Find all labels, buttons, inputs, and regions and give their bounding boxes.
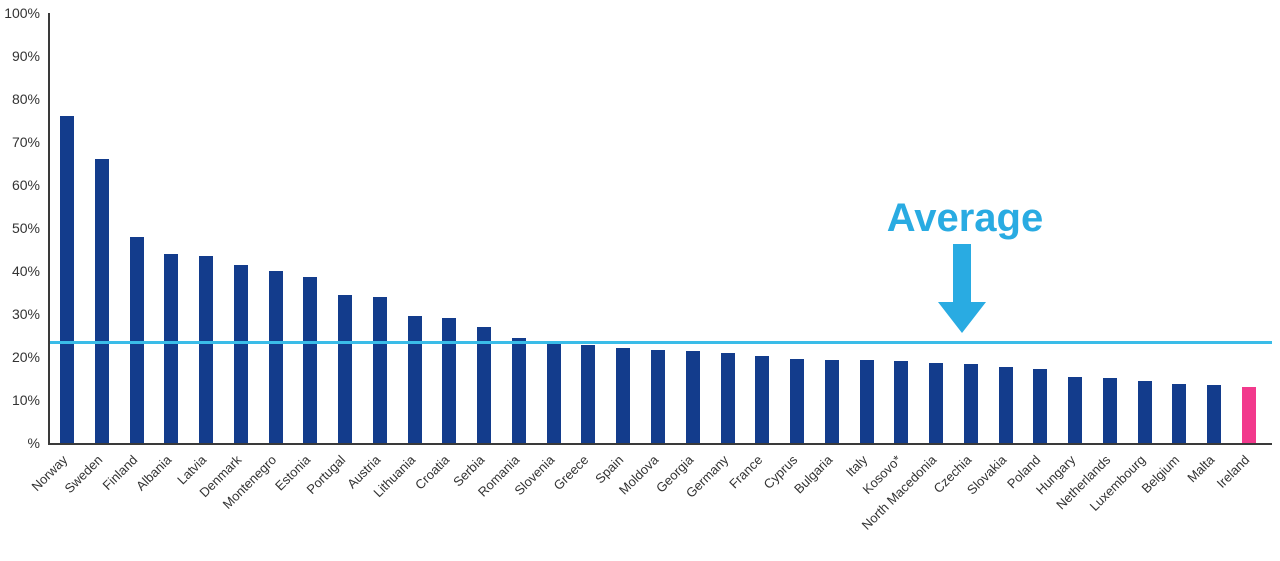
- y-axis-tick-label: 80%: [11, 91, 40, 107]
- bar-austria: [372, 296, 387, 443]
- y-axis-tick-label: 70%: [11, 134, 40, 150]
- bar-poland: [1033, 369, 1048, 443]
- bar-north-macedonia: [929, 362, 944, 443]
- average-line: [50, 340, 1272, 344]
- bar-albania: [164, 253, 179, 443]
- bar-latvia: [199, 255, 214, 443]
- bar-france: [755, 355, 770, 443]
- bar-estonia: [303, 277, 318, 443]
- bar-denmark: [233, 264, 248, 443]
- bar-serbia: [477, 326, 492, 443]
- bar-sweden: [94, 159, 109, 443]
- bar-spain: [616, 348, 631, 443]
- bar-kosovo-: [894, 361, 909, 443]
- y-axis-tick-label: 90%: [11, 48, 40, 64]
- bar-netherlands: [1102, 377, 1117, 443]
- y-axis-tick-label: 30%: [11, 306, 40, 322]
- y-axis-tick-label: 100%: [4, 5, 40, 21]
- bar-greece: [581, 345, 596, 443]
- bar-luxembourg: [1137, 381, 1152, 443]
- bar-romania: [511, 337, 526, 443]
- bar-moldova: [651, 349, 665, 443]
- y-axis-tick-label: 40%: [11, 263, 40, 279]
- bar-germany: [720, 352, 735, 443]
- bar-slovakia: [998, 366, 1013, 443]
- y-axis-tick-label: 20%: [11, 349, 40, 365]
- bar-montenegro: [268, 271, 283, 443]
- bar-bulgaria: [824, 359, 839, 443]
- y-axis-tick-label: 60%: [11, 177, 40, 193]
- y-axis-tick-label: 50%: [11, 220, 40, 236]
- bar-malta: [1207, 385, 1222, 443]
- arrow-head: [938, 302, 986, 333]
- bar-belgium: [1172, 384, 1187, 443]
- bar-croatia: [442, 318, 457, 443]
- bar-slovenia: [546, 344, 561, 443]
- arrow-shaft: [953, 244, 971, 302]
- bar-lithuania: [407, 316, 422, 443]
- bar-finland: [129, 236, 144, 443]
- bar-georgia: [685, 351, 700, 443]
- arrow-down-icon: [938, 244, 986, 333]
- y-axis-tick-label: %: [27, 435, 40, 451]
- bar-italy: [859, 360, 874, 443]
- bar-czechia: [963, 364, 978, 443]
- plot-area: [48, 13, 1272, 445]
- y-axis-tick-label: 10%: [11, 392, 40, 408]
- bar-cyprus: [790, 358, 805, 443]
- bar-hungary: [1068, 377, 1083, 443]
- bar-norway: [60, 116, 74, 443]
- bar-portugal: [338, 294, 353, 443]
- bar-ireland: [1242, 386, 1256, 443]
- average-annotation-label: Average: [886, 196, 1044, 240]
